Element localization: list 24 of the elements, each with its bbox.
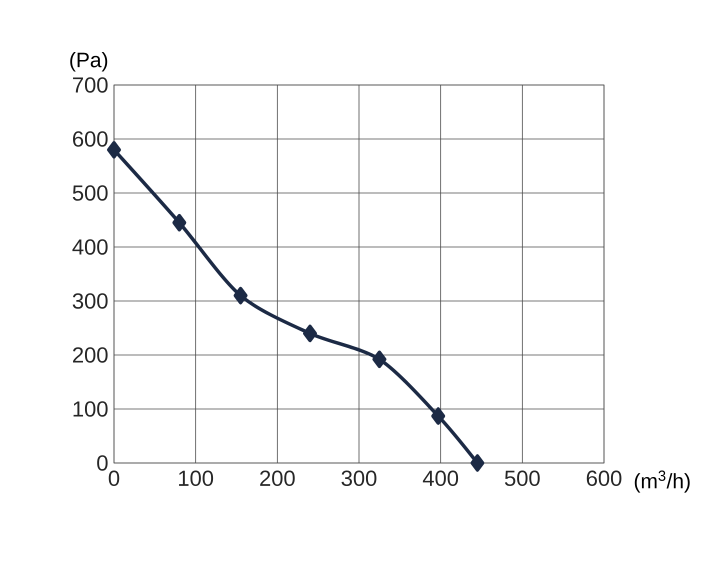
- x-tick-label: 500: [504, 470, 540, 486]
- x-tick-label: 400: [422, 470, 458, 486]
- point: [303, 324, 317, 342]
- point: [372, 350, 386, 368]
- x-tick-label: 0: [108, 470, 120, 486]
- x-tick-label: 300: [342, 470, 376, 486]
- point: [234, 286, 248, 304]
- y-tick-label: 400: [72, 239, 108, 255]
- y-tick-label: 200: [73, 347, 108, 363]
- y-tick-label: 700: [73, 77, 108, 93]
- x-axis-title: (m$^{3}$/h): [634, 470, 690, 493]
- y-axis-title: (Pa): [70, 52, 108, 72]
- y-tick-label: 500: [72, 185, 108, 201]
- point: [470, 454, 484, 472]
- y-tick-label: 600: [73, 131, 108, 147]
- x-tick-label: 100: [179, 470, 214, 486]
- y-tick-label: 0: [97, 455, 108, 471]
- point: [107, 141, 121, 159]
- point: [172, 214, 186, 232]
- point: [431, 407, 446, 425]
- x-tick-label: 600: [586, 470, 622, 486]
- y-tick-label: 300: [72, 293, 108, 309]
- y-tick-label: 100: [74, 401, 108, 417]
- x-tick-label: 200: [260, 470, 295, 486]
